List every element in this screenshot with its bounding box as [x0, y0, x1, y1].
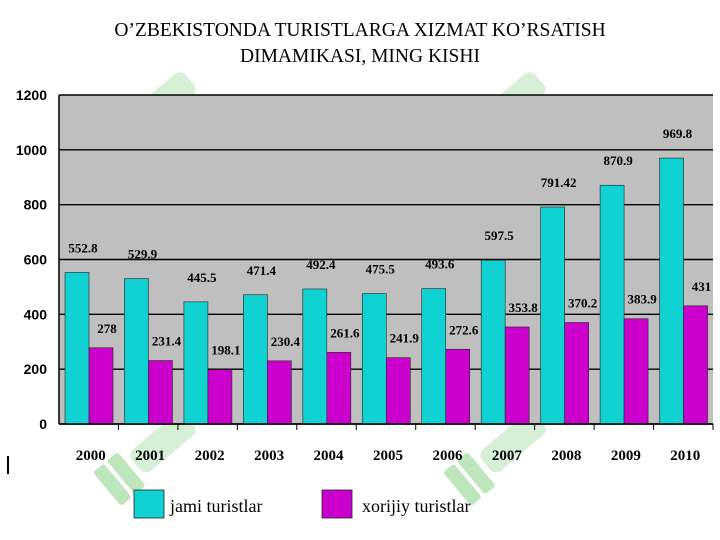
soft-logo-word [130, 412, 196, 473]
y-tick-label: 800 [24, 197, 48, 213]
data-label-jami-2001: 529.9 [128, 247, 158, 262]
bar-jami-2000 [64, 272, 90, 425]
bar-jami-2003 [243, 294, 268, 425]
y-tick-label: 1000 [16, 142, 47, 158]
x-tick-label-2008: 2008 [551, 448, 581, 464]
data-label-jami-2007: 597.5 [485, 228, 515, 243]
bar-jami-2004 [302, 288, 328, 425]
bar-xorijiy-2006 [445, 348, 471, 425]
y-tick-label: 600 [24, 252, 48, 268]
x-tick-label-2003: 2003 [254, 448, 284, 464]
data-label-jami-2005: 475.5 [366, 262, 396, 277]
data-label-xorijiy-2006: 272.6 [449, 322, 479, 337]
y-tick-label: 0 [39, 416, 47, 432]
data-label-xorijiy-2003: 230.4 [271, 334, 301, 349]
data-label-jami-2003: 471.4 [247, 263, 277, 278]
soft-logo-bar [457, 453, 495, 494]
labels: 0 200 400 600 800 1000 1200 552.8 278 2000 529.9 23… [16, 87, 711, 464]
bar-jami-2006 [421, 288, 447, 425]
bar-xorijiy-2007 [504, 326, 530, 425]
title-line-2: DIMAMIKASI, MING KISHI [240, 46, 480, 67]
bar-xorijiy-2005 [385, 357, 411, 425]
legend-label-jami: jami turistlar [169, 496, 262, 516]
data-label-xorijiy-2002: 198.1 [211, 343, 240, 358]
bar-xorijiy-2010 [683, 305, 708, 425]
soft-logo-bar [107, 453, 145, 494]
bar-xorijiy-2001 [148, 360, 173, 425]
bar-xorijiy-2003 [267, 360, 292, 425]
data-label-jami-2010: 969.8 [663, 126, 693, 141]
x-tick-label-2001: 2001 [135, 448, 165, 464]
bar-jami-2008 [540, 206, 565, 425]
x-tick-label-2006: 2006 [432, 448, 463, 464]
data-label-xorijiy-2001: 231.4 [152, 334, 182, 349]
soft-logo-watermark-5 [444, 412, 546, 505]
soft-logo-watermark-4 [94, 412, 196, 505]
x-tick-label-2000: 2000 [76, 448, 106, 464]
data-label-xorijiy-2000: 278 [97, 321, 117, 336]
data-label-xorijiy-2004: 261.6 [330, 325, 360, 340]
data-label-jami-2009: 870.9 [603, 153, 633, 168]
x-tick-label-2004: 2004 [314, 448, 345, 464]
legend-label-xorijiy: xorijiy turistlar [362, 496, 470, 516]
data-label-xorijiy-2007: 353.8 [509, 300, 539, 315]
x-tick-label-2009: 2009 [611, 448, 641, 464]
bar-xorijiy-2009 [623, 318, 649, 425]
axes [58, 95, 714, 430]
y-tick-label: 200 [24, 361, 48, 377]
data-label-jami-2006: 493.6 [425, 257, 455, 272]
data-label-jami-2004: 492.4 [306, 257, 336, 272]
soft-logo-bar [444, 464, 481, 505]
data-label-xorijiy-2008: 370.2 [568, 296, 597, 311]
data-label-jami-2008: 791.42 [541, 175, 577, 190]
bar-jami-2010 [659, 157, 684, 425]
title-line-1: O’ZBEKISTONDA TURISTLARGA XIZMAT KO’RSAT… [114, 20, 606, 41]
bar-xorijiy-2008 [564, 322, 589, 425]
bar-jami-2007 [480, 259, 506, 425]
text-cursor-mark [7, 456, 9, 474]
y-tick-label: 1200 [16, 87, 47, 103]
soft-logo-bar [94, 464, 131, 505]
legend-swatch-xorijiy [321, 489, 353, 519]
bars [64, 157, 708, 425]
legend: jami turistlar xorijiy turistlar [133, 489, 470, 519]
bar-jami-2001 [124, 278, 149, 425]
y-tick-label: 400 [24, 306, 48, 322]
data-label-jami-2000: 552.8 [68, 240, 98, 255]
bar-jami-2009 [599, 184, 625, 425]
bar-xorijiy-2002 [207, 369, 233, 425]
bar-xorijiy-2004 [326, 351, 352, 425]
soft-logo-word [480, 412, 546, 473]
slide-title: O’ZBEKISTONDA TURISTLARGA XIZMAT KO’RSAT… [40, 18, 680, 70]
bar-jami-2005 [361, 293, 387, 425]
data-label-xorijiy-2009: 383.9 [627, 292, 657, 307]
x-tick-label-2002: 2002 [195, 448, 225, 464]
x-tick-label-2005: 2005 [373, 448, 403, 464]
data-label-jami-2002: 445.5 [187, 270, 217, 285]
data-label-xorijiy-2010: 431 [692, 279, 712, 294]
x-tick-label-2007: 2007 [492, 448, 523, 464]
bar-xorijiy-2000 [88, 347, 114, 425]
x-tick-label-2010: 2010 [670, 448, 700, 464]
data-label-xorijiy-2005: 241.9 [390, 331, 420, 346]
bar-jami-2002 [183, 301, 209, 425]
legend-swatch-jami [133, 489, 165, 519]
